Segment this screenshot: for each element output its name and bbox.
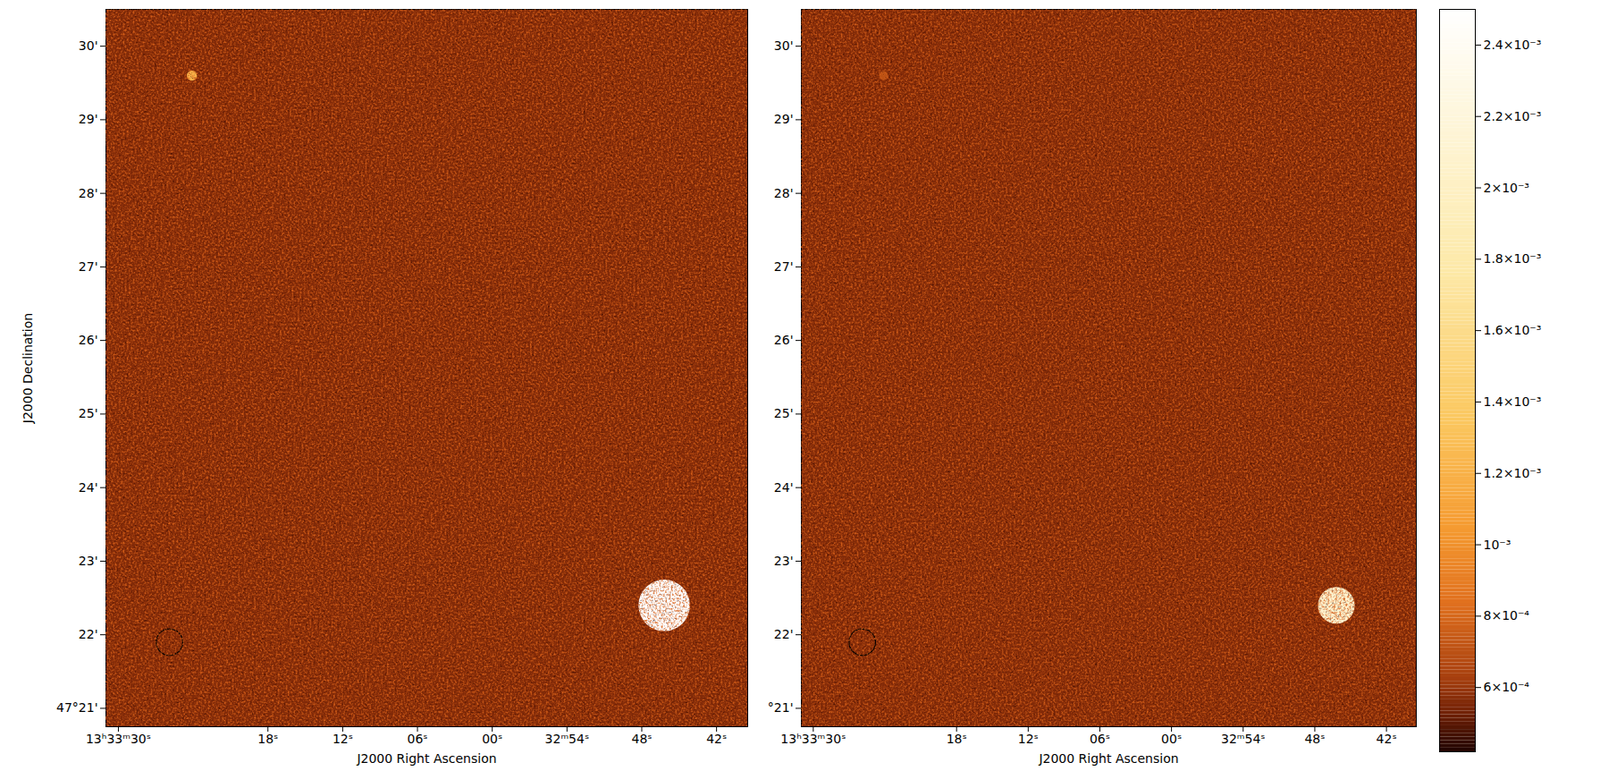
- svg-text:27': 27': [78, 259, 99, 274]
- svg-text:1.2×10⁻³: 1.2×10⁻³: [1483, 465, 1542, 480]
- svg-text:8×10⁻⁴: 8×10⁻⁴: [1483, 607, 1531, 623]
- svg-text:18ˢ: 18ˢ: [257, 731, 278, 746]
- svg-text:27': 27': [774, 259, 794, 274]
- svg-text:1.4×10⁻³: 1.4×10⁻³: [1483, 394, 1542, 409]
- svg-text:13ʰ33ᵐ30ˢ: 13ʰ33ᵐ30ˢ: [85, 731, 152, 746]
- svg-text:48ˢ: 48ˢ: [1304, 731, 1325, 746]
- svg-text:13ʰ33ᵐ30ˢ: 13ʰ33ᵐ30ˢ: [780, 731, 846, 746]
- svg-text:23': 23': [78, 553, 99, 568]
- svg-text:06ˢ: 06ˢ: [1089, 731, 1111, 746]
- svg-text:22': 22': [78, 626, 99, 641]
- svg-text:2×10⁻³: 2×10⁻³: [1483, 179, 1530, 194]
- svg-text:22': 22': [774, 626, 794, 641]
- svg-text:48ˢ: 48ˢ: [631, 731, 652, 746]
- svg-text:42ˢ: 42ˢ: [706, 731, 727, 746]
- svg-text:24': 24': [78, 480, 99, 495]
- svg-text:47°21': 47°21': [56, 699, 98, 715]
- svg-text:00ˢ: 00ˢ: [481, 731, 503, 746]
- svg-text:25': 25': [774, 405, 794, 421]
- svg-text:2.2×10⁻³: 2.2×10⁻³: [1483, 109, 1542, 124]
- svg-text:J2000 Declination: J2000 Declination: [20, 312, 35, 424]
- svg-text:28': 28': [774, 185, 794, 201]
- svg-text:25': 25': [78, 405, 99, 421]
- svg-text:30': 30': [774, 38, 794, 53]
- svg-text:1.8×10⁻³: 1.8×10⁻³: [1483, 251, 1542, 266]
- svg-text:18ˢ: 18ˢ: [946, 731, 968, 746]
- svg-text:26': 26': [78, 332, 99, 347]
- svg-text:1.6×10⁻³: 1.6×10⁻³: [1483, 322, 1542, 337]
- svg-text:29': 29': [78, 111, 99, 127]
- svg-text:°21': °21': [767, 699, 794, 715]
- svg-text:6×10⁻⁴: 6×10⁻⁴: [1483, 679, 1531, 694]
- svg-text:32ᵐ54ˢ: 32ᵐ54ˢ: [1221, 731, 1266, 746]
- svg-text:06ˢ: 06ˢ: [407, 731, 429, 746]
- svg-text:00ˢ: 00ˢ: [1161, 731, 1182, 746]
- svg-text:24': 24': [774, 480, 794, 495]
- svg-text:23': 23': [774, 553, 794, 568]
- svg-text:28': 28': [78, 185, 99, 201]
- svg-text:32ᵐ54ˢ: 32ᵐ54ˢ: [545, 731, 590, 746]
- svg-text:10⁻³: 10⁻³: [1483, 537, 1512, 552]
- svg-text:29': 29': [774, 111, 794, 127]
- svg-text:12ˢ: 12ˢ: [1018, 731, 1039, 746]
- svg-text:J2000 Right Ascension: J2000 Right Ascension: [1037, 750, 1179, 766]
- svg-text:12ˢ: 12ˢ: [332, 731, 354, 746]
- svg-text:J2000 Right Ascension: J2000 Right Ascension: [355, 750, 497, 766]
- svg-text:42ˢ: 42ˢ: [1376, 731, 1398, 746]
- svg-text:26': 26': [774, 332, 794, 347]
- svg-text:30': 30': [78, 38, 99, 53]
- svg-text:2.4×10⁻³: 2.4×10⁻³: [1483, 37, 1542, 52]
